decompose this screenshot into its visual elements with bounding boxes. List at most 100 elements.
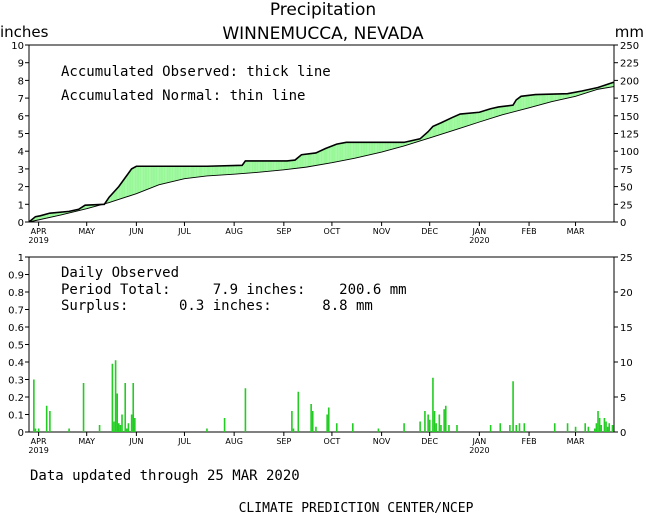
daily-bar [438, 414, 441, 432]
daily-y2-tick-label: 10 [620, 358, 633, 369]
accum-y-tick-label: 7 [18, 94, 24, 105]
surplus-area [375, 142, 377, 154]
daily-y-tick-label: 0 [18, 428, 24, 439]
daily-bar [352, 423, 354, 432]
surplus-area [258, 160, 260, 173]
accum-y-tick-label: 3 [18, 165, 24, 176]
daily-bar [297, 391, 300, 432]
surplus-area [113, 190, 116, 201]
surplus-area [250, 160, 252, 173]
surplus-area [263, 160, 265, 172]
surplus-area [234, 165, 236, 175]
surplus-area [121, 179, 124, 199]
surplus-area [261, 160, 263, 172]
daily-y-tick-label: 0.7 [8, 306, 24, 317]
surplus-area [530, 94, 533, 108]
surplus-area [546, 94, 549, 103]
surplus-area [320, 150, 323, 165]
surplus-area [573, 92, 576, 97]
daily-bar [456, 425, 458, 432]
surplus-area [146, 166, 148, 190]
surplus-area [216, 165, 219, 176]
surplus-area [565, 93, 568, 99]
surplus-area [152, 166, 155, 188]
surplus-area [511, 105, 514, 113]
surplus-area [35, 216, 38, 221]
surplus-area [315, 152, 318, 166]
daily-bar [553, 423, 556, 432]
accum-y-tick-label: 1 [18, 200, 24, 211]
daily-y-tick-label: 0.5 [8, 341, 24, 352]
daily-y-tick-label: 0.2 [8, 393, 24, 404]
surplus-area [533, 94, 536, 107]
surplus-area [347, 142, 350, 160]
daily-bar [244, 388, 247, 432]
surplus-area [176, 166, 179, 181]
surplus-area [370, 142, 372, 155]
surplus-area [306, 153, 308, 168]
surplus-area [283, 160, 286, 170]
daily-bar [603, 418, 606, 432]
accum-y2-tick-label: 175 [620, 94, 639, 105]
surplus-area [549, 94, 552, 103]
daily-bar [113, 421, 115, 432]
observed-line [28, 81, 615, 223]
daily-bar [34, 428, 37, 432]
daily-y2-tick-label: 0 [620, 428, 626, 439]
daily-x-tick-label: OCT [324, 437, 341, 446]
surplus-area [442, 121, 445, 134]
surplus-area [436, 124, 438, 136]
daily-x-tick-label: APR [31, 437, 47, 446]
surplus-area [307, 153, 310, 167]
surplus-area [295, 158, 297, 169]
daily-bar [499, 423, 502, 432]
accum-y2-tick-label: 50 [620, 183, 633, 194]
accum-y-tick-label: 5 [18, 130, 24, 141]
surplus-area [195, 166, 198, 178]
daily-bar [432, 377, 434, 432]
surplus-area [311, 153, 313, 167]
surplus-area [381, 142, 384, 153]
daily-bar [132, 383, 135, 432]
surplus-area [314, 152, 316, 166]
surplus-area [527, 95, 530, 109]
accum-y2-tick-label: 0 [620, 218, 626, 229]
daily-bar [111, 363, 114, 432]
surplus-area [509, 105, 512, 113]
data-updated-text: Data updated through 25 MAR 2020 [30, 468, 300, 484]
daily-bar [82, 383, 85, 432]
surplus-area [397, 142, 400, 148]
surplus-area [551, 94, 554, 102]
surplus-area [567, 93, 570, 99]
surplus-area [168, 166, 171, 183]
surplus-area [386, 142, 389, 151]
surplus-area [535, 94, 538, 107]
accum-y-tick-label: 6 [18, 112, 24, 123]
surplus-area [402, 142, 405, 147]
surplus-area [264, 160, 267, 172]
surplus-area [296, 157, 299, 169]
surplus-area [149, 166, 151, 189]
surplus-area [222, 165, 225, 175]
surplus-area [444, 120, 446, 134]
daily-y2-tick-label: 5 [620, 393, 626, 404]
surplus-area [171, 166, 174, 182]
surplus-area [218, 165, 220, 176]
surplus-area [211, 166, 214, 176]
daily-bar [574, 426, 577, 432]
daily-bar [377, 428, 380, 432]
daily-bar [119, 425, 122, 432]
surplus-area [205, 166, 207, 177]
surplus-area [136, 166, 138, 194]
accum-x-tick-label: FEB [521, 227, 536, 236]
surplus-area [521, 96, 523, 110]
accum-y-tick-label: 8 [18, 76, 24, 87]
surplus-area [562, 93, 565, 100]
surplus-area [383, 142, 385, 152]
accum-y2-tick-label: 150 [620, 112, 639, 123]
accum-x-tick-label: SEP [276, 227, 291, 236]
daily-y-tick-label: 1 [18, 253, 24, 264]
surplus-area [272, 160, 275, 171]
surplus-area [173, 166, 175, 182]
daily-bar [223, 418, 226, 432]
